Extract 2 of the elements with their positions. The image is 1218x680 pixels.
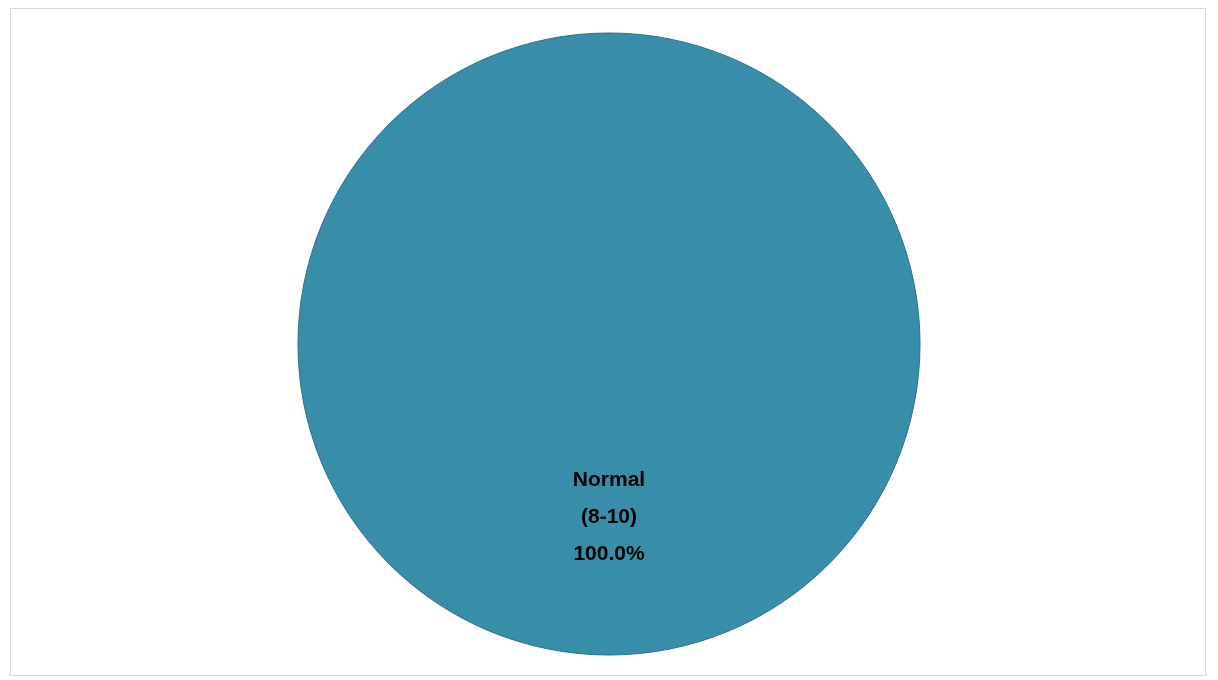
slice-label: Normal (8-10)	[572, 467, 646, 527]
data-label: 100.0%	[573, 541, 645, 564]
